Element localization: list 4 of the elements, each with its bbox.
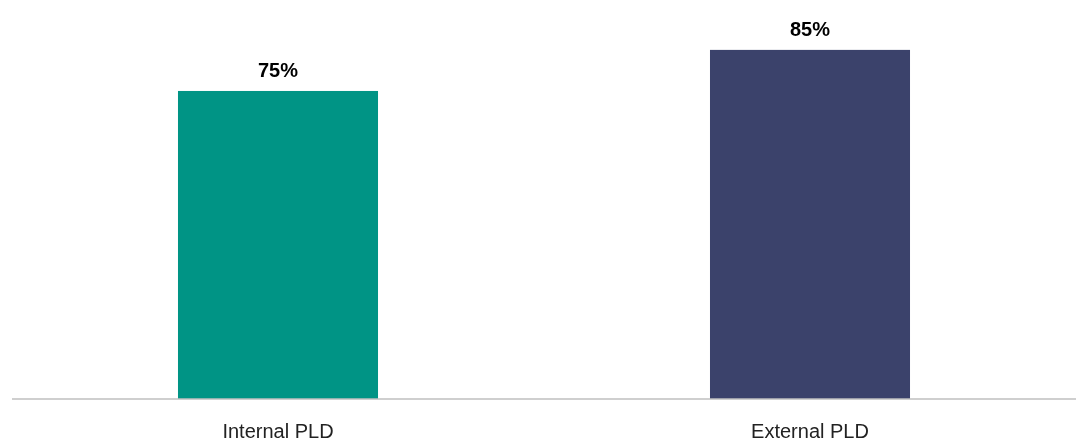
data-label: 85% <box>789 17 831 40</box>
x-tick-label: External PLD <box>751 420 869 442</box>
data-label: 75% <box>257 58 299 81</box>
x-tick-label: Internal PLD <box>222 420 334 442</box>
